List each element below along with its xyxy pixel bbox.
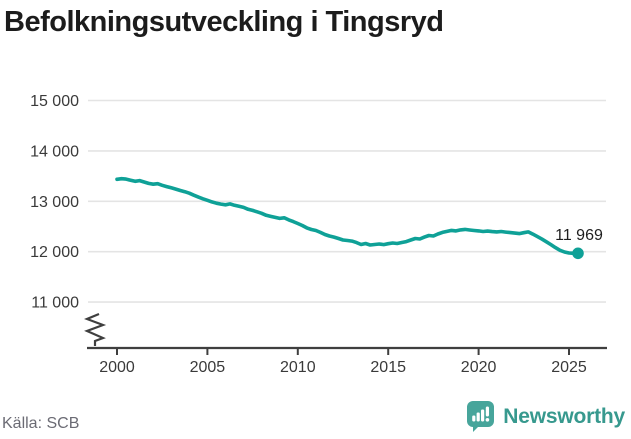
population-chart: 15 000 14 000 13 000 12 000 11 000 2000 2005 20… — [30, 93, 607, 376]
mini-bar-chart-glyph — [472, 406, 490, 422]
y-axis-tick-label: 15 000 — [30, 93, 79, 110]
source-label: Källa: SCB — [2, 414, 80, 432]
footer: Källa: SCB Newsworthy — [0, 395, 631, 439]
y-axis-tick-label: 12 000 — [30, 244, 79, 261]
speech-bubble-shape — [467, 401, 495, 432]
y-axis-tick-label: 14 000 — [30, 143, 79, 160]
x-axis-tick-label: 2005 — [190, 359, 226, 376]
end-value-label: 11 969 — [555, 227, 603, 244]
bar-chart-speech-bubble-icon — [467, 401, 495, 432]
page-title: Befolkningsutveckling i Tingsryd — [4, 6, 444, 38]
x-axis-tick-label: 2010 — [280, 359, 316, 376]
y-axis-break-icon — [84, 312, 107, 346]
x-axis-tick-label: 2020 — [461, 359, 497, 376]
population-line-series — [115, 176, 580, 256]
x-axis-tick-label: 2000 — [99, 359, 135, 376]
y-axis-tick-label: 13 000 — [30, 194, 79, 211]
y-axis-tick-label: 11 000 — [31, 295, 79, 312]
x-axis-tick-label: 2015 — [370, 359, 406, 376]
end-point-marker — [572, 247, 584, 260]
brand-name: Newsworthy — [503, 404, 625, 428]
x-axis-tick-label: 2025 — [551, 359, 587, 376]
newsworthy-logo[interactable]: Newsworthy — [466, 400, 625, 433]
